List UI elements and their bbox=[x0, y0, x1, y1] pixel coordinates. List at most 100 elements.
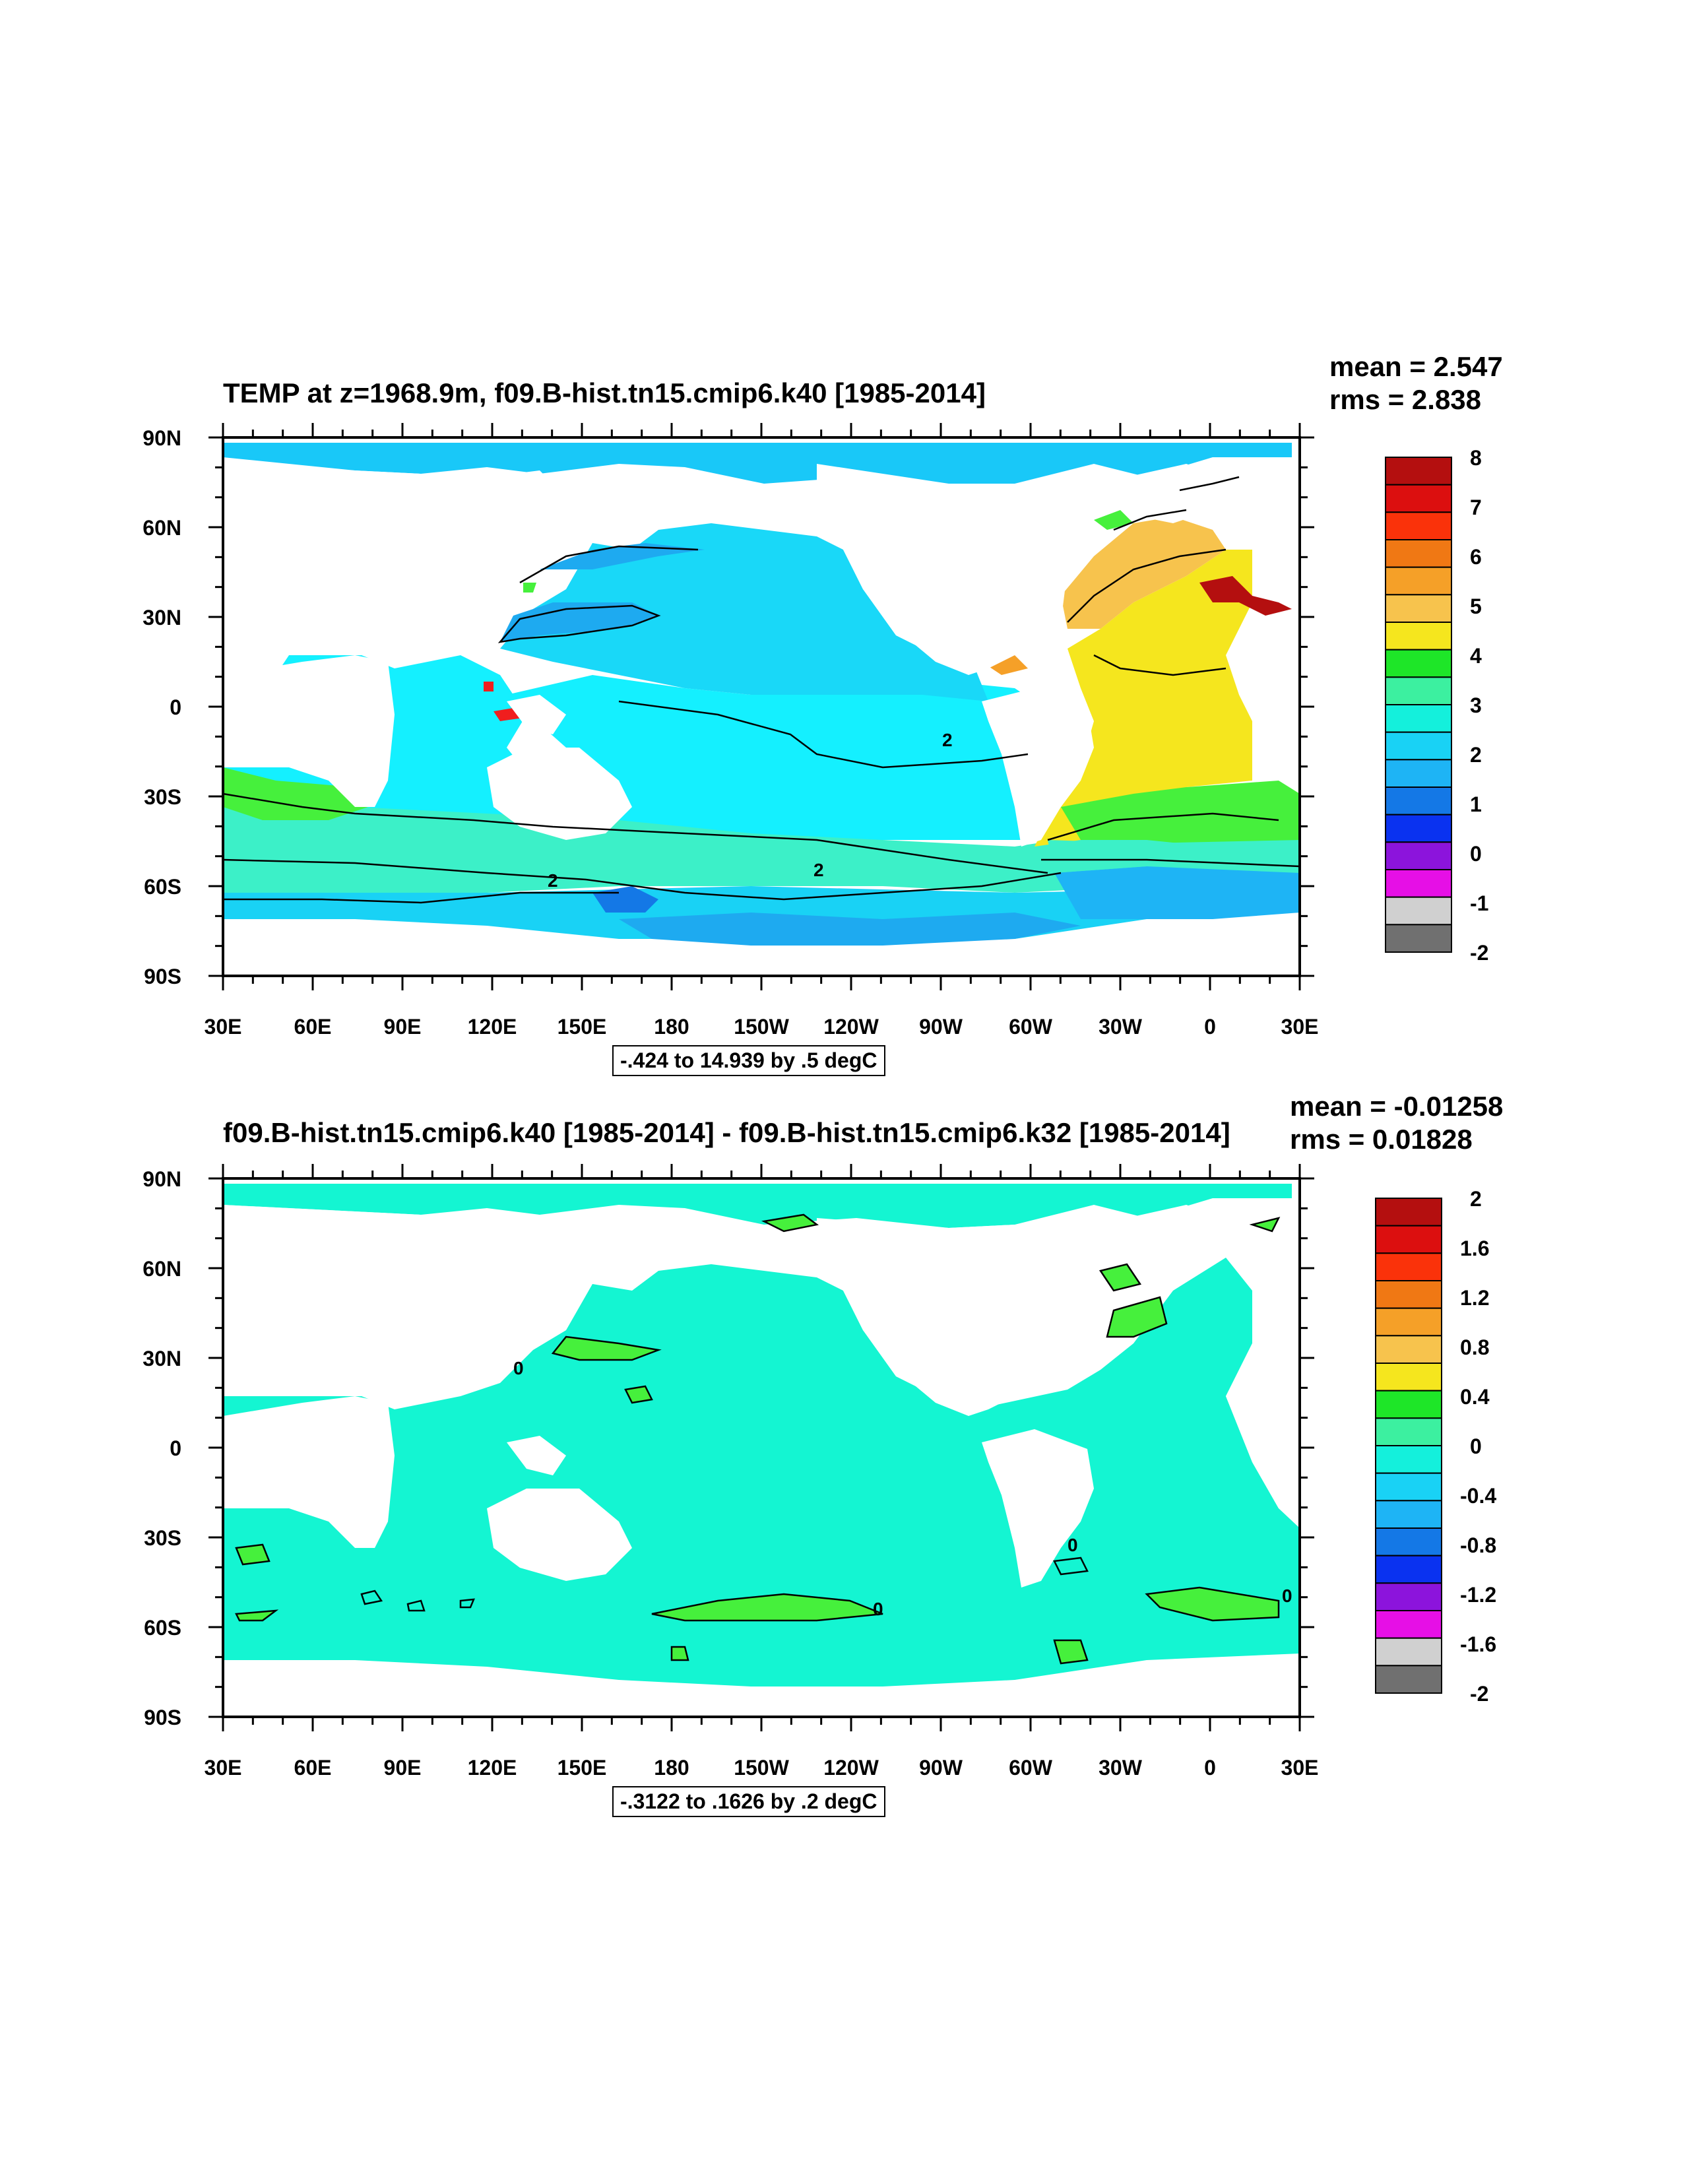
contour-line bbox=[1041, 858, 1300, 868]
colorbar-swatch bbox=[1385, 759, 1452, 788]
south-atlantic-teal bbox=[1048, 840, 1300, 873]
y-tick-label: 60S bbox=[144, 1616, 181, 1640]
colorbar-swatch bbox=[1375, 1637, 1442, 1667]
colorbar-label: 2 bbox=[1470, 1187, 1482, 1211]
contour-label: 2 bbox=[942, 730, 953, 750]
x-tick-label: 150E bbox=[557, 1015, 607, 1039]
x-tick-label: 120E bbox=[467, 1756, 517, 1780]
greenland-landmass bbox=[1127, 1205, 1226, 1264]
x-tick-label: 90W bbox=[919, 1756, 963, 1780]
australia-landmass bbox=[487, 748, 632, 840]
contour-line bbox=[406, 1599, 426, 1612]
africa-landmass bbox=[223, 655, 395, 807]
colorbar bbox=[1375, 1198, 1442, 1694]
colorbar-swatch bbox=[1385, 841, 1452, 870]
plot-frame bbox=[222, 1177, 1301, 1718]
anomaly-patch bbox=[1106, 1296, 1168, 1338]
colorbar-label: 3 bbox=[1470, 693, 1482, 717]
colorbar-swatch bbox=[1385, 814, 1452, 843]
colorbar-label: 1 bbox=[1470, 792, 1482, 816]
colorbar-swatch bbox=[1385, 594, 1452, 623]
x-tick-label: 60W bbox=[1009, 1756, 1052, 1780]
colorbar-swatch bbox=[1375, 1445, 1442, 1474]
persian-gulf bbox=[484, 682, 494, 691]
south-america-landmass bbox=[982, 1429, 1094, 1588]
colorbar-label: -1 bbox=[1470, 891, 1489, 915]
mediterranean-outflow bbox=[1199, 576, 1292, 616]
contour-label: 0 bbox=[1282, 1586, 1292, 1606]
sea-of-japan bbox=[523, 583, 536, 593]
colorbar-swatch bbox=[1375, 1500, 1442, 1529]
colorbar-swatch bbox=[1375, 1307, 1442, 1337]
colorbar-swatch bbox=[1375, 1335, 1442, 1364]
north-america-landmass bbox=[817, 464, 1094, 675]
x-tick-label: 0 bbox=[1204, 1756, 1216, 1780]
colorbar-swatch bbox=[1375, 1417, 1442, 1447]
colorbar-swatch bbox=[1385, 457, 1452, 486]
rms-label: rms = 0.01828 bbox=[1290, 1124, 1473, 1155]
contour-line bbox=[222, 792, 1048, 874]
antarctic-shelf bbox=[619, 913, 1081, 946]
colorbar-swatch bbox=[1385, 566, 1452, 596]
colorbar-label: -0.4 bbox=[1460, 1484, 1497, 1508]
x-tick-label: 60E bbox=[294, 1015, 332, 1039]
contour-label: 0 bbox=[1068, 1535, 1078, 1555]
x-tick-label: 0 bbox=[1204, 1015, 1216, 1039]
colorbar-swatch bbox=[1385, 924, 1452, 953]
colorbar-swatch bbox=[1385, 704, 1452, 733]
colorbar-label: 2 bbox=[1470, 743, 1482, 767]
x-tick-label: 30W bbox=[1099, 1015, 1142, 1039]
ocean-anomaly-field bbox=[223, 1184, 1292, 1228]
contour-line bbox=[497, 604, 661, 643]
x-tick-label: 180 bbox=[654, 1015, 689, 1039]
colorbar-swatch bbox=[1385, 869, 1452, 898]
x-tick-label: 30E bbox=[204, 1015, 242, 1039]
contour-label: 2 bbox=[548, 870, 558, 891]
anomaly-patch bbox=[235, 1609, 279, 1622]
colorbar-label: 0.8 bbox=[1460, 1335, 1490, 1359]
colorbar-swatch bbox=[1385, 649, 1452, 678]
colorbar-swatch bbox=[1385, 539, 1452, 568]
x-tick-label: 120W bbox=[823, 1015, 879, 1039]
colorbar-swatch bbox=[1385, 622, 1452, 651]
contour-label: 0 bbox=[513, 1358, 524, 1378]
colorbar-swatch bbox=[1385, 511, 1452, 541]
y-tick-label: 60N bbox=[143, 516, 181, 540]
colorbar-swatch bbox=[1375, 1363, 1442, 1392]
colorbar-swatch bbox=[1375, 1527, 1442, 1557]
anomaly-patch bbox=[1249, 1217, 1281, 1233]
colorbar-label: 7 bbox=[1470, 496, 1482, 519]
y-tick-label: 90N bbox=[143, 1167, 181, 1191]
colorbar-swatch bbox=[1385, 676, 1452, 706]
y-tick-label: 30N bbox=[143, 1347, 181, 1370]
anomaly-patch bbox=[670, 1646, 689, 1661]
eurasia-landmass bbox=[223, 1205, 566, 1390]
colorbar-label: -1.6 bbox=[1460, 1632, 1497, 1656]
anomaly-patch bbox=[1053, 1639, 1089, 1665]
anomaly-patch bbox=[624, 1385, 653, 1404]
x-tick-label: 90E bbox=[383, 1756, 422, 1780]
colorbar-label: -2 bbox=[1470, 941, 1489, 965]
colorbar bbox=[1385, 457, 1452, 953]
colorbar-swatch bbox=[1375, 1252, 1442, 1282]
chart-title: f09.B-hist.tn15.cmip6.k40 [1985-2014] - … bbox=[223, 1117, 1230, 1148]
colorbar-swatch bbox=[1385, 896, 1452, 926]
colorbar-swatch bbox=[1385, 787, 1452, 816]
contour-line bbox=[1113, 509, 1187, 531]
contour-info-box: -.424 to 14.939 by .5 degC bbox=[612, 1045, 885, 1077]
colorbar-label: -1.2 bbox=[1460, 1583, 1497, 1607]
pacific-tropics bbox=[507, 675, 1107, 840]
mean-label: mean = 2.547 bbox=[1329, 351, 1503, 382]
colorbar-swatch bbox=[1385, 731, 1452, 761]
contour-line bbox=[1093, 654, 1227, 676]
anomaly-patch bbox=[235, 1543, 271, 1566]
labrador-sea bbox=[1094, 510, 1133, 530]
contour-line bbox=[1067, 548, 1227, 623]
colorbar-label: 4 bbox=[1470, 644, 1482, 668]
north-pacific-arc bbox=[540, 543, 705, 569]
colorbar-label: 1.2 bbox=[1460, 1286, 1490, 1310]
contour-line bbox=[1179, 476, 1240, 492]
anomaly-patch bbox=[551, 1335, 662, 1361]
contour-label: 2 bbox=[813, 860, 824, 880]
